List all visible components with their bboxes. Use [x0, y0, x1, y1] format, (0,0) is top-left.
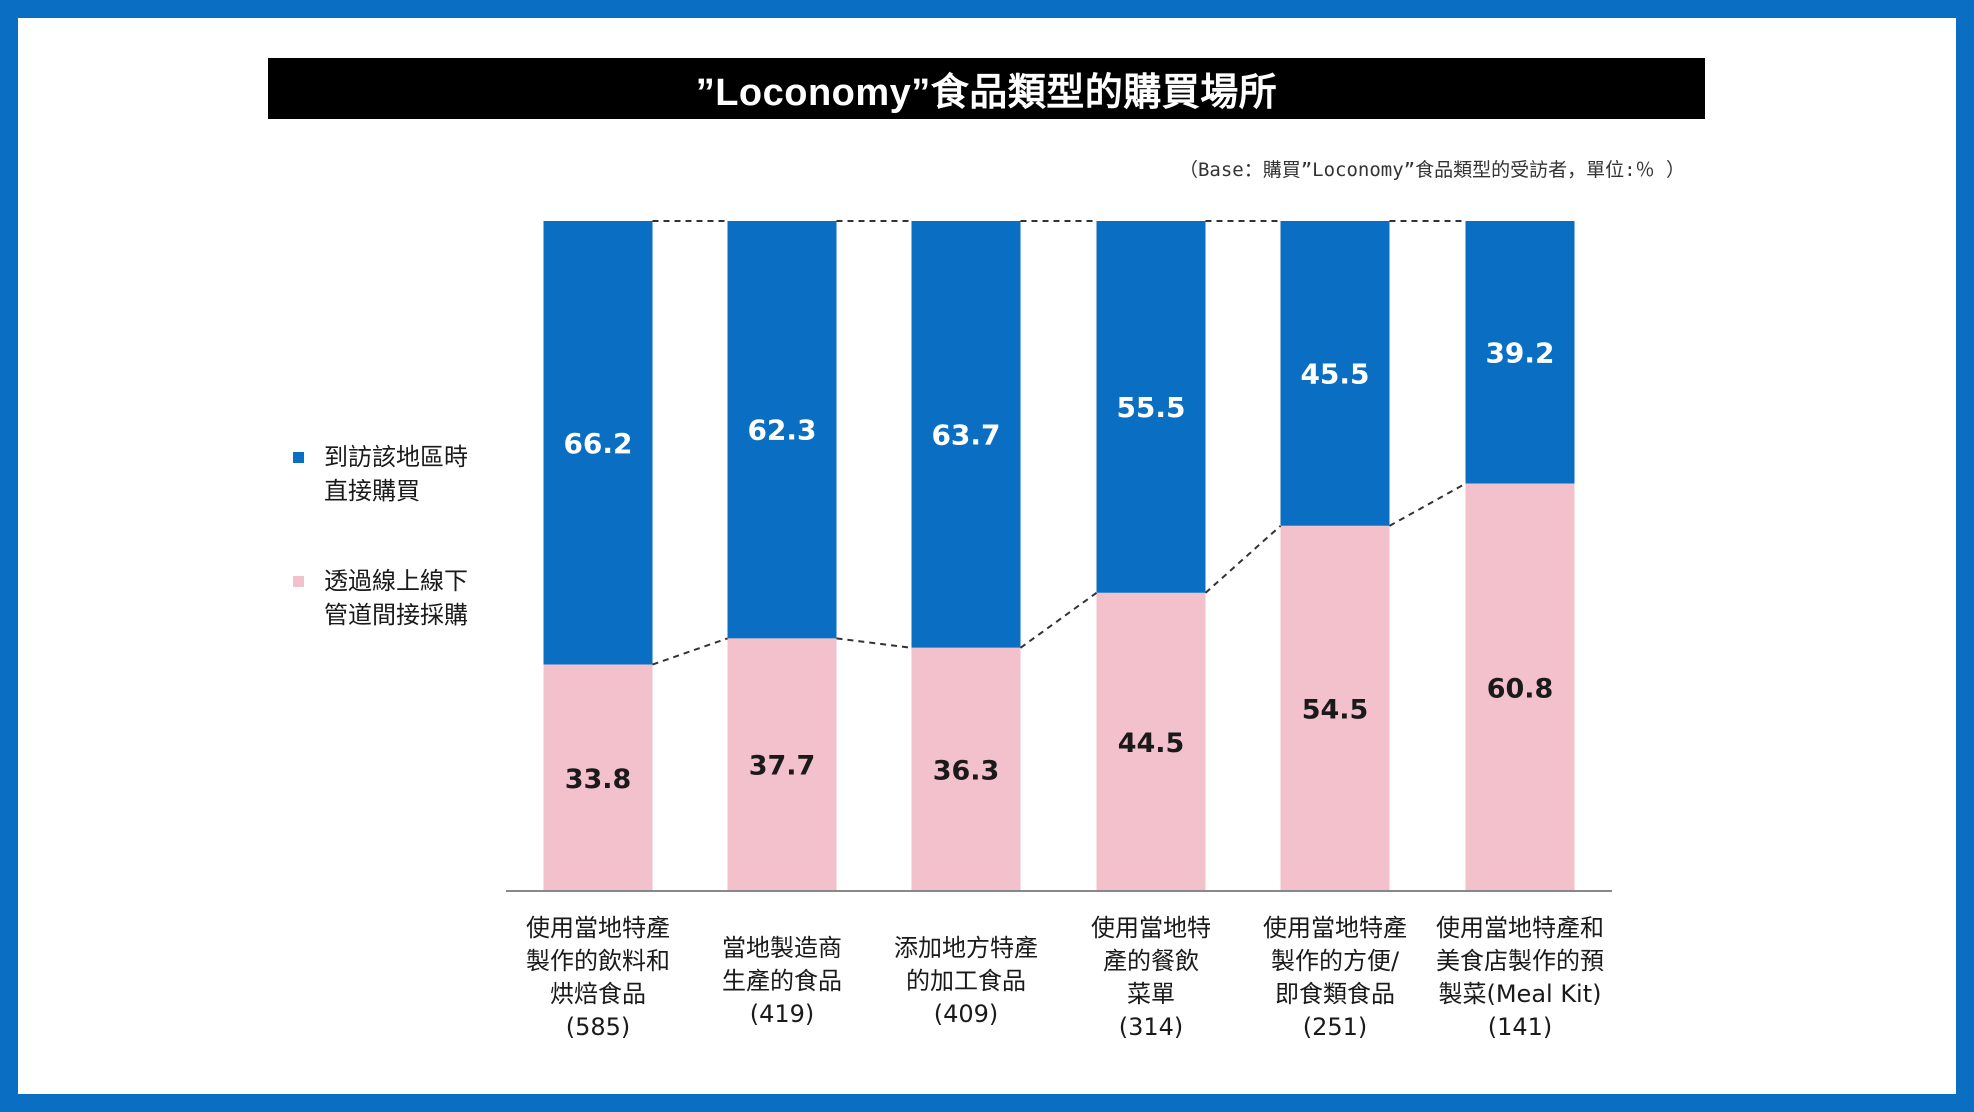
connector-boundary-0: [652, 637, 728, 666]
category-count-2: (409): [933, 1000, 999, 1028]
legend-item-direct: 到訪該地區時 直接購買: [290, 440, 520, 508]
label-indirect-1: 37.7: [749, 751, 816, 782]
label-direct-2: 63.7: [931, 418, 1000, 451]
category-name-4: 使用當地特產 製作的方便/ 即食類食品: [1263, 914, 1407, 1008]
label-direct-0: 66.2: [563, 427, 632, 460]
bar-direct-0: [543, 221, 653, 665]
category-count-0: (585): [565, 1013, 631, 1041]
category-label-0: 使用當地特產 製作的飲料和 烘焙食品 (585): [493, 912, 703, 1044]
connector-boundary-3: [1204, 525, 1282, 594]
category-name-3: 使用當地特 產的餐飲 菜單: [1091, 914, 1211, 1008]
legend-item-indirect: 透過線上線下 管道間接採購: [290, 564, 520, 632]
category-name-1: 當地製造商 生產的食品: [722, 934, 842, 995]
connector-boundary-4: [1389, 482, 1466, 527]
bar-direct-3: [1096, 221, 1206, 593]
bar-indirect-1: [727, 638, 837, 891]
label-indirect-0: 33.8: [565, 764, 632, 795]
chart-title: ”Loconomy”食品類型的購買場所: [268, 58, 1705, 119]
base-note: （Base：購買”Loconomy”食品類型的受訪者，單位:％ ）: [1178, 159, 1685, 181]
bar-indirect-0: [543, 664, 653, 891]
label-indirect-2: 36.3: [933, 755, 1000, 786]
legend-swatch-indirect: [293, 576, 304, 587]
category-count-3: (314): [1118, 1013, 1184, 1041]
label-indirect-4: 54.5: [1302, 694, 1369, 725]
bar-direct-4: [1280, 221, 1390, 526]
label-direct-5: 39.2: [1485, 336, 1554, 369]
connector-boundary-2: [1019, 592, 1098, 649]
label-direct-4: 45.5: [1300, 357, 1369, 390]
category-label-2: 添加地方特產 的加工食品 (409): [861, 932, 1071, 1031]
category-count-5: (141): [1487, 1013, 1553, 1041]
bar-indirect-4: [1280, 525, 1390, 891]
legend: 到訪該地區時 直接購買 透過線上線下 管道間接採購: [290, 440, 520, 688]
bar-direct-5: [1465, 221, 1575, 484]
label-indirect-5: 60.8: [1487, 673, 1554, 704]
category-name-0: 使用當地特產 製作的飲料和 烘焙食品: [526, 914, 670, 1008]
legend-label-indirect: 透過線上線下 管道間接採購: [324, 567, 468, 629]
bar-indirect-2: [911, 647, 1021, 891]
category-label-3: 使用當地特 產的餐飲 菜單 (314): [1046, 912, 1256, 1044]
label-indirect-3: 44.5: [1118, 728, 1185, 759]
bar-direct-2: [911, 221, 1021, 648]
bar-direct-1: [727, 221, 837, 639]
category-name-5: 使用當地特產和 美食店製作的預 製菜(Meal Kit): [1436, 914, 1604, 1008]
category-count-4: (251): [1302, 1013, 1368, 1041]
category-label-4: 使用當地特產 製作的方便/ 即食類食品 (251): [1230, 912, 1440, 1044]
category-count-1: (419): [749, 1000, 815, 1028]
legend-swatch-direct: [293, 452, 304, 463]
connector-boundary-1: [836, 637, 912, 649]
bar-indirect-5: [1465, 483, 1575, 891]
legend-label-direct: 到訪該地區時 直接購買: [324, 443, 468, 505]
label-direct-3: 55.5: [1116, 391, 1185, 424]
category-name-2: 添加地方特產 的加工食品: [894, 934, 1038, 995]
category-label-5: 使用當地特產和 美食店製作的預 製菜(Meal Kit) (141): [1415, 912, 1625, 1044]
bar-indirect-3: [1096, 592, 1206, 891]
label-direct-1: 62.3: [747, 414, 816, 447]
category-label-1: 當地製造商 生產的食品 (419): [677, 932, 887, 1031]
